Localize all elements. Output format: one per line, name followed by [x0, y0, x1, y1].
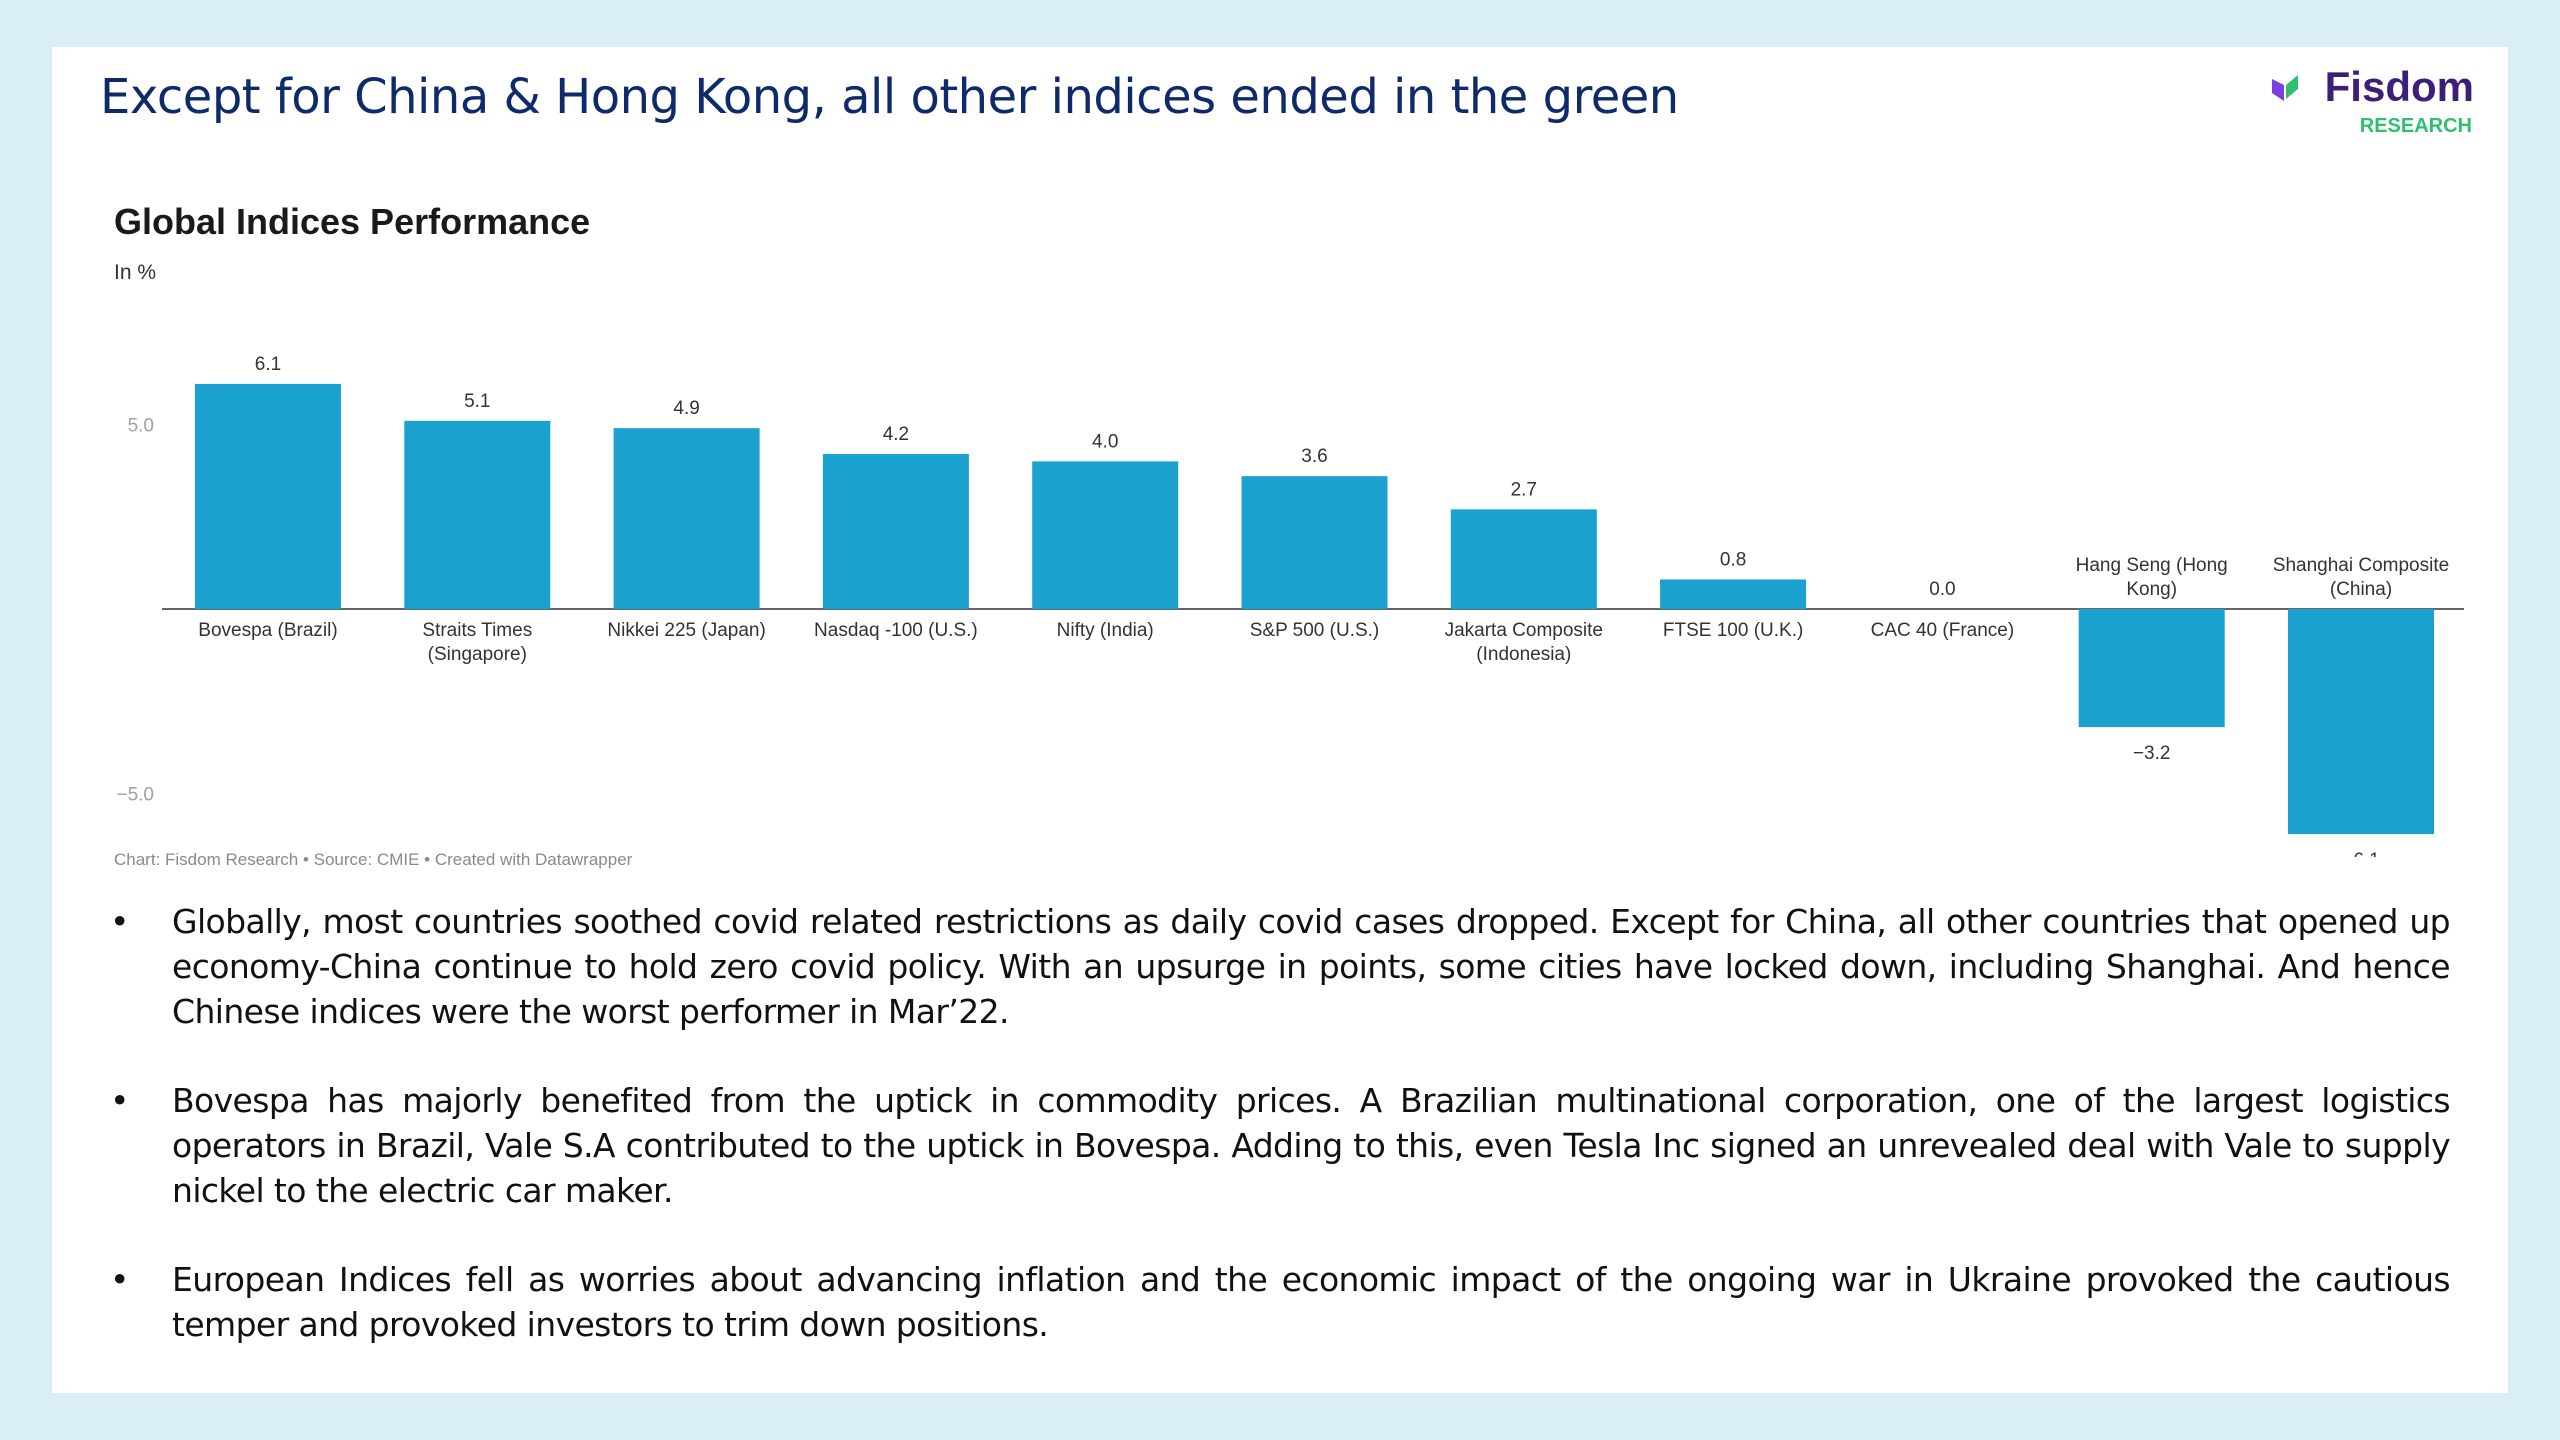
bar	[1660, 579, 1807, 609]
commentary-item: • Bovespa has majorly benefited from the…	[110, 1078, 2451, 1213]
bar	[1241, 476, 1388, 609]
logo-wordmark: Fisdom	[2324, 63, 2474, 110]
bar	[1032, 461, 1179, 609]
commentary-text: Bovespa has majorly benefited from the u…	[172, 1081, 2451, 1210]
value-label: 0.8	[1720, 549, 1746, 570]
category-label: Straits Times (Singapore)	[422, 620, 532, 665]
category-label: FTSE 100 (U.K.)	[1663, 620, 1803, 641]
commentary-list: • Globally, most countries soothed covid…	[110, 899, 2451, 1391]
value-label: 0.0	[1929, 579, 1955, 600]
value-label: −3.2	[2133, 743, 2171, 764]
bar	[2288, 609, 2434, 835]
value-label: 6.1	[255, 354, 281, 375]
chart-title: Global Indices Performance	[114, 201, 591, 242]
bar	[822, 454, 969, 609]
bar	[1450, 509, 1597, 609]
category-label: S&P 500 (U.S.)	[1250, 620, 1380, 641]
slide: Except for China & Hong Kong, all other …	[52, 47, 2508, 1393]
fisdom-leaf-icon	[2272, 75, 2298, 101]
fisdom-logo: Fisdom RESEARCH	[2254, 63, 2474, 153]
commentary-item: • European Indices fell as worries about…	[110, 1257, 2451, 1347]
value-label: 5.1	[464, 391, 490, 412]
y-tick-label: 5.0	[128, 416, 154, 437]
bullet-icon: •	[110, 902, 129, 941]
y-unit-label: In %	[114, 261, 157, 284]
value-label: 4.2	[883, 424, 909, 445]
category-label: Nikkei 225 (Japan)	[607, 620, 765, 641]
bar	[195, 383, 341, 609]
category-label: Hang Seng (Hong Kong)	[2076, 555, 2228, 600]
value-label: −6.1	[2342, 850, 2380, 857]
category-label: Nasdaq -100 (U.S.)	[814, 620, 978, 641]
value-label: 4.9	[673, 398, 699, 419]
value-label: 4.0	[1092, 431, 1118, 452]
bullet-icon: •	[110, 1260, 129, 1299]
bar	[2078, 609, 2225, 728]
value-label: 3.6	[1301, 446, 1327, 467]
bar	[404, 420, 551, 609]
bar-chart: 5.0 −5.0 6.1 Bovespa (Brazil) 5.1 Straits Tim…	[116, 354, 2464, 857]
category-label: Shanghai Composite (China)	[2273, 555, 2449, 600]
commentary-item: • Globally, most countries soothed covid…	[110, 899, 2451, 1034]
chart-source: Chart: Fisdom Research • Source: CMIE • …	[114, 850, 633, 869]
category-label: Jakarta Composite (Indonesia)	[1445, 620, 1603, 665]
y-tick-label: −5.0	[116, 785, 154, 806]
bar	[613, 428, 760, 609]
value-label: 2.7	[1511, 479, 1537, 500]
category-label: Nifty (India)	[1057, 620, 1154, 641]
slide-headline: Except for China & Hong Kong, all other …	[100, 69, 1679, 125]
category-label: Bovespa (Brazil)	[198, 620, 337, 641]
commentary-text: Globally, most countries soothed covid r…	[172, 902, 2451, 1031]
commentary-text: European Indices fell as worries about a…	[172, 1260, 2451, 1344]
logo-subtitle: RESEARCH	[2359, 115, 2472, 137]
category-label: CAC 40 (France)	[1871, 620, 2015, 641]
bullet-icon: •	[110, 1081, 129, 1120]
